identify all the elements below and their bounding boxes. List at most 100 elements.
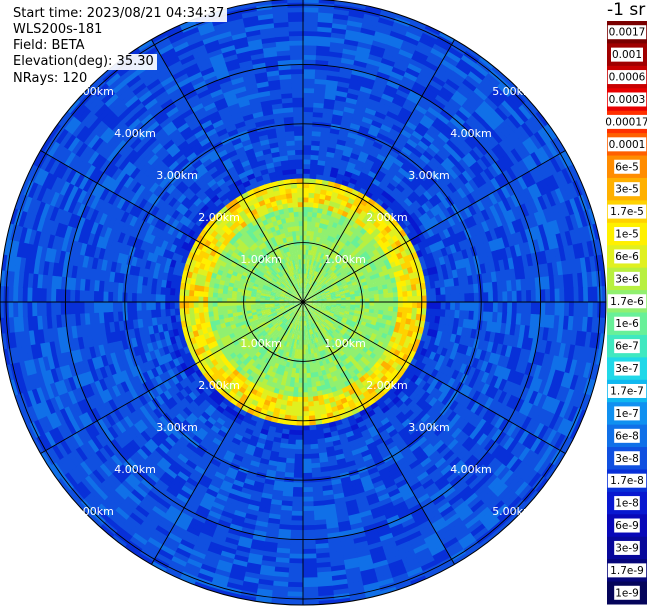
ppi-cell [529,134,544,151]
ppi-cell [481,120,495,135]
ppi-cell [400,200,410,211]
ppi-cell [440,128,454,141]
ppi-cell [321,283,327,289]
ppi-cell [318,280,324,286]
ppi-cell [471,130,485,144]
ppi-cell [425,146,438,158]
ppi-cell [316,164,326,171]
ppi-cell [435,294,442,303]
ppi-cell [324,194,332,202]
ppi-cell [403,71,419,83]
ppi-cell [371,178,382,187]
ppi-cell [470,190,481,203]
ppi-cell [366,153,378,163]
ppi-cell [446,205,457,218]
ppi-cell [306,277,309,284]
ppi-cell [477,123,492,138]
ppi-cell [313,288,318,293]
ppi-cell [396,53,413,64]
ppi-cell [370,238,378,246]
ppi-cell [436,66,452,80]
ppi-cell [295,434,303,441]
ppi-cell [464,181,476,194]
ppi-cell [305,293,309,299]
ppi-cell [374,110,388,120]
ppi-cell [307,273,311,280]
ppi-cell [440,294,447,303]
ppi-cell [445,78,461,92]
ppi-cell [361,22,379,32]
ppi-cell [332,274,339,280]
ppi-cell [361,166,371,176]
ppi-cell [356,45,372,55]
ppi-cell [383,302,390,307]
ppi-cell [345,297,352,300]
ppi-cell [416,196,426,207]
ppi-cell [412,296,418,303]
ppi-cell [503,75,520,92]
ppi-cell [358,90,372,99]
ppi-cell [443,185,454,197]
ppi-cell [305,344,308,351]
ppi-cell [313,192,321,199]
ppi-cell [364,107,378,116]
ppi-cell [354,104,368,113]
ppi-cell [362,162,373,171]
ppi-cell [431,120,445,133]
ppi-cell [468,178,480,192]
ppi-cell [303,249,306,255]
ppi-cell [321,179,330,186]
ppi-cell [347,131,359,140]
ppi-cell [346,24,363,33]
ppi-cell [297,387,303,393]
ppi-cell [434,39,452,52]
ppi-cell [458,158,471,172]
ppi-cell [367,128,380,138]
ppi-cell [328,240,334,248]
ppi-cell [461,102,476,116]
ppi-cell [362,194,371,203]
ppi-cell [388,34,405,46]
ppi-cell [303,253,306,260]
ppi-cell [315,173,324,180]
ppi-cell [376,106,390,116]
ppi-cell [309,235,314,241]
ppi-cell [447,46,465,60]
ppi-cell [414,217,424,228]
ppi-cell [285,600,303,605]
ppi-cell [304,287,307,293]
ppi-cell [426,295,432,303]
ppi-cell [303,68,317,75]
ppi-cell [409,151,421,163]
ppi-cell [308,201,314,208]
ppi-cell [524,119,539,136]
ppi-cell [303,16,320,23]
ppi-cell [303,21,319,27]
ppi-cell [306,295,312,300]
ppi-cell [369,49,385,59]
ppi-cell [303,292,305,298]
ppi-cell [360,120,372,130]
ppi-cell [303,230,307,236]
ppi-cell [458,58,475,72]
ppi-cell [318,262,323,269]
ppi-cell [302,396,309,403]
ppi-cell [414,174,425,185]
ppi-cell [447,153,460,166]
ppi-cell [359,171,369,180]
ppi-cell [465,152,478,166]
ppi-cell [525,98,541,115]
ppi-cell [316,30,333,38]
ppi-cell [466,193,477,206]
ppi-cell [424,177,435,188]
ppi-cell [310,154,319,161]
ppi-cell [320,263,325,270]
ppi-cell [509,131,524,147]
ppi-cell [302,449,311,455]
ppi-cell [428,197,439,208]
ppi-cells [0,0,606,605]
ppi-cell [311,245,316,251]
ppi-cell [312,287,317,292]
ppi-cell [327,285,334,290]
ppi-cell [428,142,441,155]
